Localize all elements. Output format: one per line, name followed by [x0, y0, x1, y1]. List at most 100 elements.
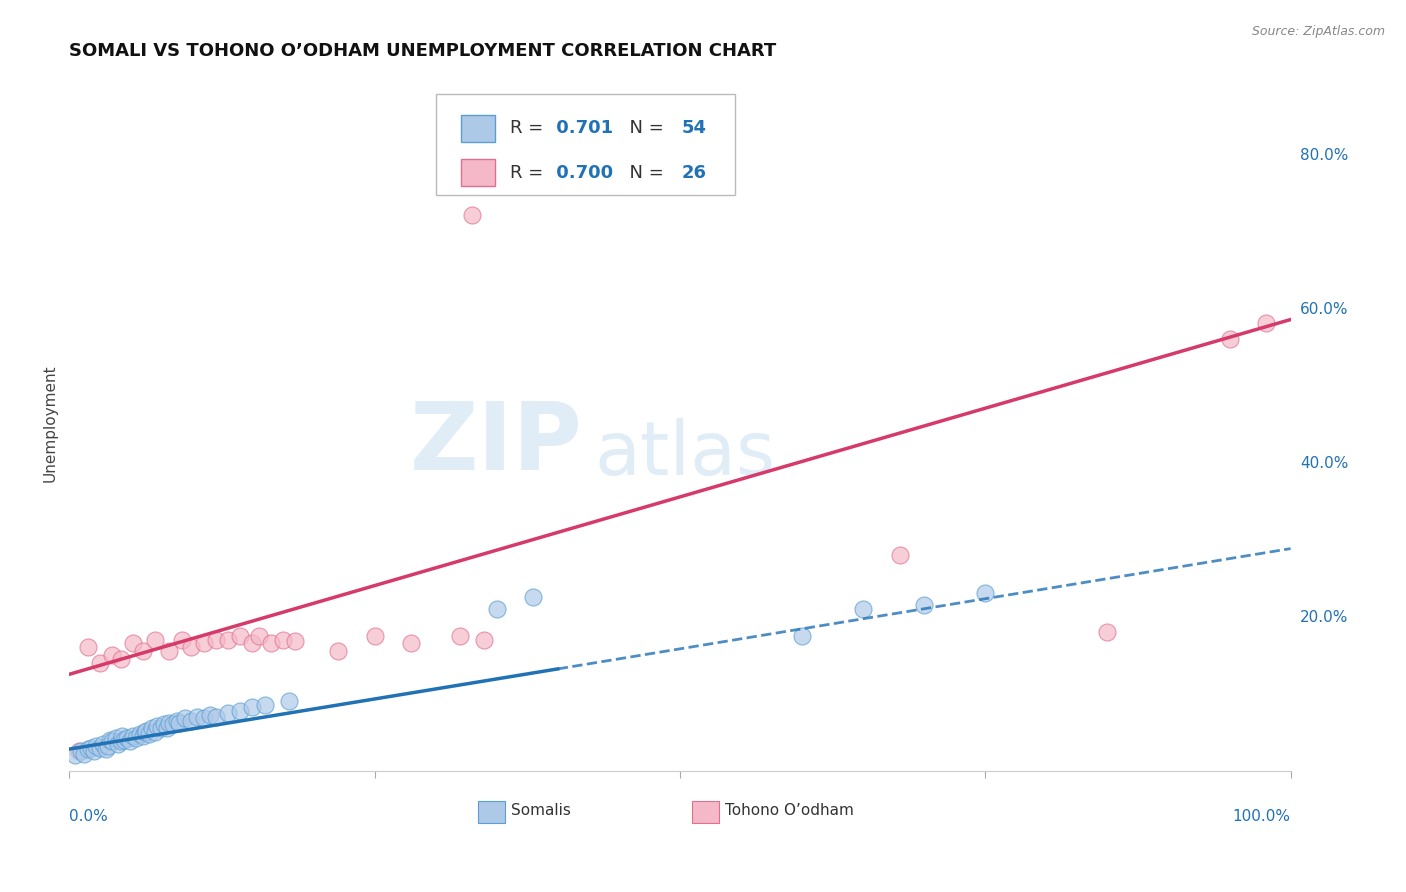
Text: SOMALI VS TOHONO O’ODHAM UNEMPLOYMENT CORRELATION CHART: SOMALI VS TOHONO O’ODHAM UNEMPLOYMENT CO…	[69, 42, 776, 60]
Point	[166, 714, 188, 728]
FancyBboxPatch shape	[461, 115, 495, 142]
Point	[284, 634, 307, 648]
Point	[131, 644, 153, 658]
Point	[204, 709, 226, 723]
Point	[157, 644, 180, 658]
Text: N =: N =	[617, 120, 669, 137]
Point	[217, 632, 239, 647]
Point	[121, 636, 143, 650]
Point	[134, 725, 156, 739]
FancyBboxPatch shape	[461, 160, 495, 186]
Point	[1256, 317, 1278, 331]
Point	[156, 721, 179, 735]
Text: ZIP: ZIP	[409, 399, 582, 491]
Text: N =: N =	[617, 163, 669, 181]
Point	[204, 632, 226, 647]
Point	[1097, 624, 1119, 639]
Point	[461, 208, 484, 222]
Point	[101, 734, 124, 748]
Y-axis label: Unemployment: Unemployment	[44, 365, 58, 483]
Point	[131, 729, 153, 743]
Point	[247, 629, 270, 643]
Point	[125, 731, 148, 746]
Point	[76, 742, 98, 756]
Point	[363, 629, 385, 643]
Text: R =: R =	[510, 120, 550, 137]
Point	[186, 709, 208, 723]
Point	[107, 737, 129, 751]
Point	[399, 636, 422, 650]
Point	[89, 740, 111, 755]
Point	[522, 590, 544, 604]
Point	[70, 744, 93, 758]
Point	[170, 632, 193, 647]
Point	[89, 656, 111, 670]
Point	[65, 748, 87, 763]
Point	[790, 629, 813, 643]
Point	[129, 727, 152, 741]
Point	[149, 721, 172, 735]
Text: 0.700: 0.700	[551, 163, 613, 181]
Point	[1218, 332, 1240, 346]
Point	[80, 740, 103, 755]
Point	[278, 694, 301, 708]
Point	[110, 652, 132, 666]
Point	[115, 731, 138, 746]
Text: 0.0%: 0.0%	[69, 809, 108, 824]
Text: R =: R =	[510, 163, 550, 181]
Point	[141, 721, 163, 735]
Text: Tohono O’odham: Tohono O’odham	[725, 804, 853, 819]
Point	[153, 717, 176, 731]
Point	[93, 737, 115, 751]
Point	[180, 714, 202, 728]
Point	[326, 644, 349, 658]
Text: Somalis: Somalis	[512, 804, 571, 819]
Point	[135, 723, 157, 738]
Point	[120, 734, 142, 748]
Point	[217, 706, 239, 720]
Point	[174, 711, 197, 725]
Point	[101, 648, 124, 662]
Point	[94, 742, 117, 756]
Point	[138, 727, 160, 741]
Point	[229, 704, 252, 718]
Point	[242, 700, 264, 714]
Point	[143, 725, 166, 739]
Point	[121, 729, 143, 743]
FancyBboxPatch shape	[478, 800, 505, 822]
Point	[180, 640, 202, 655]
Point	[112, 732, 135, 747]
Point	[162, 717, 184, 731]
Point	[242, 636, 264, 650]
Text: 100.0%: 100.0%	[1233, 809, 1291, 824]
Point	[852, 601, 875, 615]
Point	[229, 629, 252, 643]
Point	[253, 698, 276, 713]
Point	[167, 715, 190, 730]
Point	[67, 744, 90, 758]
Text: 0.701: 0.701	[551, 120, 613, 137]
FancyBboxPatch shape	[436, 94, 735, 194]
Point	[73, 747, 96, 761]
Point	[198, 708, 221, 723]
Point	[143, 632, 166, 647]
Point	[84, 739, 107, 753]
Point	[974, 586, 997, 600]
Point	[474, 632, 496, 647]
Text: 54: 54	[681, 120, 706, 137]
Point	[889, 548, 911, 562]
Text: 26: 26	[681, 163, 706, 181]
Point	[146, 719, 169, 733]
Point	[76, 640, 98, 655]
Point	[98, 732, 121, 747]
FancyBboxPatch shape	[692, 800, 718, 822]
Text: atlas: atlas	[595, 418, 776, 491]
Point	[157, 715, 180, 730]
Point	[193, 711, 215, 725]
Point	[111, 729, 134, 743]
Point	[485, 601, 508, 615]
Point	[97, 739, 120, 753]
Point	[271, 632, 294, 647]
Text: Source: ZipAtlas.com: Source: ZipAtlas.com	[1251, 25, 1385, 38]
Point	[912, 598, 935, 612]
